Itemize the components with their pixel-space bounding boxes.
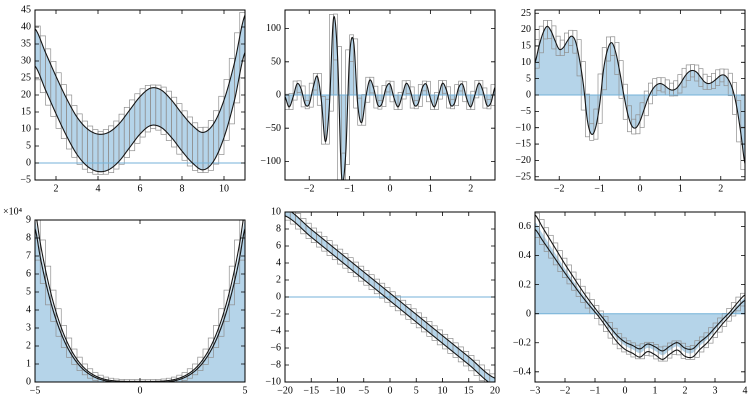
subplot-3-canvas — [500, 0, 751, 202]
subplot-4-canvas — [0, 202, 251, 404]
subplot-1 — [0, 0, 251, 202]
subplot-2 — [250, 0, 501, 202]
subplot-5-canvas — [250, 202, 501, 404]
subplot-3 — [500, 0, 751, 202]
subplot-6-canvas — [500, 202, 751, 404]
subplot-6 — [500, 202, 751, 405]
subplot-2-canvas — [250, 0, 501, 202]
subplot-5 — [250, 202, 501, 405]
subplot-4 — [0, 202, 251, 405]
subplot-1-canvas — [0, 0, 251, 202]
